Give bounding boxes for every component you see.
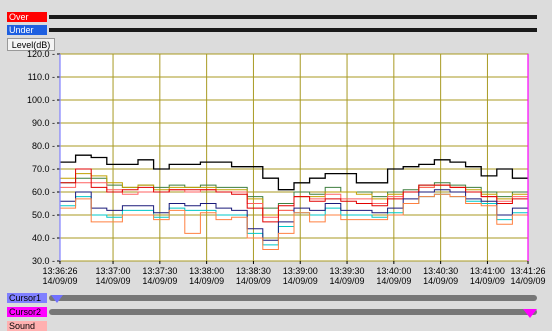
cursor2-handle[interactable] [523,309,537,318]
x-tick-label-date: 14/09/09 [510,276,545,286]
x-tick-label-time: 13:39:30 [330,266,365,276]
x-tick-label-time: 13:38:00 [189,266,224,276]
x-tick-label-date: 14/09/09 [376,276,411,286]
y-tick-label: 80.0 - [32,141,55,151]
x-tick-label-date: 14/09/09 [142,276,177,286]
y-tick-label: 40.0 - [32,233,55,243]
x-tick-label-time: 13:36:26 [42,266,77,276]
over-legend-label: Over [7,12,47,22]
cursor2-label: Cursor2 [7,307,47,317]
y-tick-label: 50.0 - [32,210,55,220]
y-axis-unit-label: Level(dB) [7,38,55,51]
cursor2-slider[interactable] [49,309,537,318]
x-tick-label-time: 13:39:00 [283,266,318,276]
y-tick-label: 120.0 - [27,49,55,59]
sound-label: Sound [7,321,47,331]
series-line-1 [60,154,528,191]
y-tick-label: 90.0 - [32,118,55,128]
over-legend-bar [49,15,537,19]
x-tick-label-date: 14/09/09 [96,276,131,286]
x-tick-label-time: 13:37:00 [96,266,131,276]
y-tick-label: 110.0 - [28,72,55,82]
y-tick-label: 60.0 - [32,187,55,197]
x-tick-label-date: 14/09/09 [423,276,458,286]
x-tick-label-date: 14/09/09 [470,276,505,286]
x-tick-label-date: 14/09/09 [189,276,224,286]
cursor1-label: Cursor1 [7,293,47,303]
x-tick-label-time: 13:41:26 [510,266,545,276]
y-tick-label: 30.0 - [32,256,55,266]
y-tick-label: 100.0 - [27,95,55,105]
cursor1-slider[interactable] [49,295,537,303]
series-line-5 [60,168,528,223]
series-line-8 [60,193,528,250]
y-tick-label: 70.0 - [32,164,55,174]
x-tick-label-date: 14/09/09 [236,276,271,286]
x-tick-label-date: 14/09/09 [330,276,365,286]
cursor1-handle[interactable] [51,295,63,303]
under-legend-label: Under [7,25,47,35]
x-tick-label-time: 13:40:00 [376,266,411,276]
x-tick-label-date: 14/09/09 [42,276,77,286]
under-legend-bar [49,28,537,32]
x-tick-label-date: 14/09/09 [283,276,318,286]
x-tick-label-time: 13:38:30 [236,266,271,276]
x-tick-label-time: 13:37:30 [142,266,177,276]
x-tick-label-time: 13:41:00 [470,266,505,276]
x-tick-label-time: 13:40:30 [423,266,458,276]
